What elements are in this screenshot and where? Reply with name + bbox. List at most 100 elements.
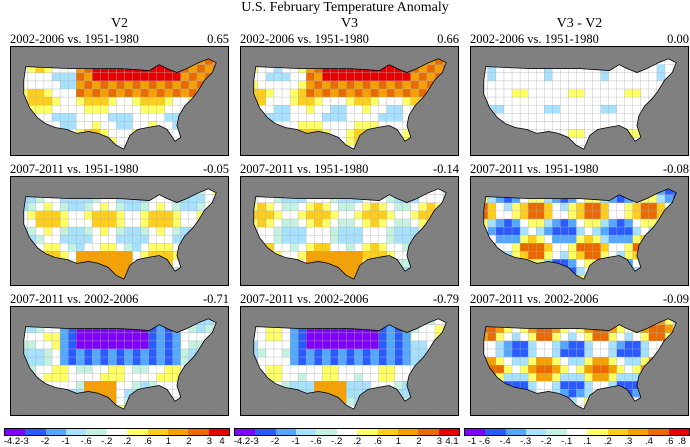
grid-cell xyxy=(386,113,395,122)
grid-cell xyxy=(140,188,149,196)
grid-cell xyxy=(568,96,577,106)
grid-cell xyxy=(282,413,290,415)
grid-cell xyxy=(656,259,666,268)
grid-cell xyxy=(370,348,379,358)
grid-cell xyxy=(410,188,420,196)
grid-cell xyxy=(528,58,537,66)
grid-cell xyxy=(624,202,633,212)
grid-cell xyxy=(124,364,133,374)
grid-cell xyxy=(27,259,37,268)
grid-cell xyxy=(281,72,291,82)
grid-cell xyxy=(442,218,447,228)
grid-cell xyxy=(35,251,45,260)
grid-cell xyxy=(258,283,266,285)
grid-cell xyxy=(536,243,545,252)
grid-cell xyxy=(257,348,267,358)
grid-cell xyxy=(511,324,521,334)
grid-cell xyxy=(624,364,633,374)
grid-cell xyxy=(354,88,363,98)
grid-cell xyxy=(442,251,447,260)
grid-cell xyxy=(76,381,85,390)
grid-cell xyxy=(108,381,117,390)
grid-cell xyxy=(338,332,347,342)
grid-cell xyxy=(656,389,666,398)
grid-cell xyxy=(434,64,444,74)
grid-cell xyxy=(204,80,214,90)
grid-cell xyxy=(681,73,688,81)
grid-cell xyxy=(503,389,513,398)
grid-cell xyxy=(92,356,101,366)
grid-cell xyxy=(281,129,291,138)
grid-cell xyxy=(600,88,609,98)
grid-cell xyxy=(640,348,650,358)
grid-cell xyxy=(100,226,109,236)
grid-cell xyxy=(281,194,291,204)
grid-cell xyxy=(681,325,688,333)
grid-cell xyxy=(68,137,77,146)
grid-cell xyxy=(519,267,529,276)
grid-cell xyxy=(528,210,537,220)
grid-cell xyxy=(298,405,307,410)
grid-cell xyxy=(322,340,331,350)
grid-cell xyxy=(536,234,545,244)
grid-cell xyxy=(43,88,53,98)
grid-cell xyxy=(544,129,553,138)
grid-cell xyxy=(560,364,569,374)
grid-cell xyxy=(503,405,513,410)
grid-cell xyxy=(23,234,29,244)
grid-cell xyxy=(371,153,379,155)
grid-cell xyxy=(600,80,609,90)
grid-cell xyxy=(584,364,593,374)
grid-cell xyxy=(68,275,77,280)
grid-cell xyxy=(511,226,521,236)
grid-cell xyxy=(495,275,505,280)
legend-swatch xyxy=(296,429,317,435)
grid-cell xyxy=(576,129,585,138)
legend-tick-label: -.4 xyxy=(499,436,511,447)
grid-cell xyxy=(338,226,347,236)
grid-cell xyxy=(27,80,37,90)
grid-cell xyxy=(511,202,521,212)
grid-cell xyxy=(212,137,217,146)
grid-cell xyxy=(188,194,198,204)
grid-cell xyxy=(265,234,275,244)
grid-cell xyxy=(51,332,61,342)
grid-cell xyxy=(132,64,141,74)
grid-cell xyxy=(487,80,497,90)
grid-cell xyxy=(51,324,61,334)
grid-cell xyxy=(164,364,173,374)
grid-cell xyxy=(410,202,420,212)
grid-cell xyxy=(418,218,428,228)
legend-tick-label: -2 xyxy=(270,436,280,447)
grid-cell xyxy=(410,405,420,410)
grid-cell xyxy=(536,251,545,260)
grid-cell xyxy=(84,340,93,350)
grid-cell xyxy=(100,202,109,212)
grid-cell xyxy=(576,188,585,196)
grid-cell xyxy=(426,113,436,122)
grid-cell xyxy=(451,113,458,121)
grid-cell xyxy=(148,88,157,98)
grid-cell xyxy=(511,194,521,204)
grid-cell xyxy=(265,121,275,130)
legend-swatch xyxy=(587,429,608,435)
grid-cell xyxy=(402,72,412,82)
grid-cell xyxy=(59,145,69,150)
grid-cell xyxy=(35,381,45,390)
grid-cell xyxy=(640,340,650,350)
grid-cell xyxy=(608,251,617,260)
grid-cell xyxy=(265,137,275,146)
legend-tick-label: -4.2 xyxy=(233,436,251,447)
grid-cell xyxy=(560,88,569,98)
grid-cell xyxy=(560,104,569,114)
grid-cell xyxy=(314,381,323,390)
grid-cell xyxy=(68,340,77,350)
grid-cell xyxy=(265,251,275,260)
grid-cell xyxy=(519,188,529,196)
grid-cell xyxy=(451,105,458,113)
grid-cell xyxy=(410,389,420,398)
grid-cell xyxy=(355,153,363,155)
grid-cell xyxy=(495,194,505,204)
grid-cell xyxy=(100,283,108,285)
grid-cell xyxy=(648,259,658,268)
